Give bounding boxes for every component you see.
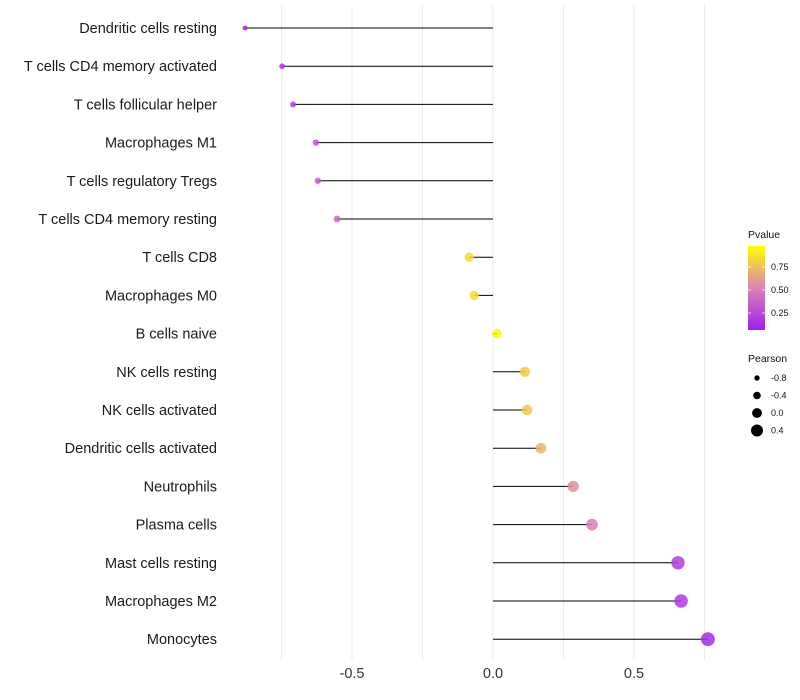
y-tick-label: Macrophages M2	[105, 594, 217, 610]
lollipop-point	[535, 442, 547, 454]
lollipop-point	[671, 556, 685, 570]
lollipop-point	[333, 215, 341, 223]
lollipop-point	[519, 366, 531, 378]
size-legend-label: 0.4	[771, 426, 784, 436]
lollipop-point	[700, 632, 715, 647]
lollipop-point	[314, 177, 322, 184]
lollipop-point	[567, 480, 579, 493]
lollipop-point	[492, 328, 502, 339]
y-tick-label: T cells CD4 memory activated	[24, 59, 217, 75]
size-legend-key	[752, 408, 762, 418]
legend-title-pvalue: Pvalue	[748, 229, 780, 241]
y-tick-label: Dendritic cells resting	[79, 21, 217, 37]
y-tick-label: B cells naive	[136, 327, 217, 343]
y-tick-label: Macrophages M0	[105, 288, 217, 304]
lollipop-point	[290, 101, 297, 108]
y-tick-label: Mast cells resting	[105, 556, 217, 572]
x-tick-label: 0.0	[483, 666, 503, 682]
x-tick-label: 0.5	[624, 666, 644, 682]
y-tick-label: NK cells resting	[116, 365, 217, 381]
y-tick-label: T cells regulatory Tregs	[67, 174, 217, 190]
y-tick-label: T cells follicular helper	[74, 97, 217, 113]
lollipop-point	[279, 63, 285, 70]
legend-title-pearson: Pearson	[748, 353, 787, 365]
y-tick-label: T cells CD8	[142, 250, 217, 266]
y-tick-label: Monocytes	[147, 632, 217, 648]
y-tick-label: Plasma cells	[136, 518, 217, 534]
size-legend-label: -0.4	[771, 391, 787, 401]
colorbar-tick-label: 0.25	[771, 308, 789, 318]
size-legend-label: 0.0	[771, 408, 784, 418]
x-tick-label: -0.5	[340, 666, 365, 682]
colorbar-tick-label: 0.50	[771, 285, 789, 295]
y-tick-label: Dendritic cells activated	[65, 441, 217, 457]
y-tick-label: T cells CD4 memory resting	[38, 212, 217, 228]
lollipop-point	[312, 139, 320, 146]
lollipop-point	[674, 594, 688, 608]
y-tick-label: Neutrophils	[144, 479, 217, 495]
colorbar	[748, 246, 765, 330]
lollipop-point	[464, 252, 474, 262]
lollipop-point	[469, 290, 479, 301]
y-tick-label: Macrophages M1	[105, 136, 217, 152]
lollipop-point	[242, 25, 248, 31]
lollipop-point	[521, 404, 533, 416]
size-legend-label: -0.8	[771, 373, 787, 383]
y-tick-label: NK cells activated	[102, 403, 217, 419]
colorbar-tick-label: 0.75	[771, 262, 789, 272]
size-legend-key	[754, 375, 760, 381]
size-legend-key	[753, 391, 761, 400]
lollipop-point	[586, 518, 598, 531]
size-legend-key	[751, 424, 763, 437]
